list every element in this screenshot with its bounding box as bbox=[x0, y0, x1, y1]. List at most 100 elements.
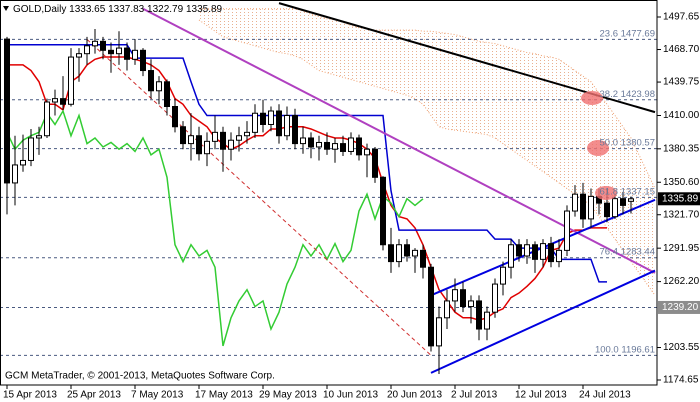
candle-body bbox=[556, 249, 562, 263]
candle-body bbox=[548, 243, 554, 263]
y-tick-label: 1497.65 bbox=[663, 12, 700, 23]
candle-body bbox=[20, 159, 26, 166]
candle-body bbox=[436, 317, 442, 347]
candle-body bbox=[564, 210, 570, 251]
candle-body bbox=[108, 49, 114, 55]
cloud-edge bbox=[199, 8, 656, 189]
current-price-box bbox=[658, 192, 700, 206]
candle-body bbox=[380, 176, 386, 246]
candle-body bbox=[308, 137, 314, 148]
candle-body bbox=[532, 244, 538, 260]
candle-body bbox=[220, 131, 226, 150]
candle-body bbox=[36, 135, 42, 139]
candle-body bbox=[508, 244, 514, 268]
candle-body bbox=[452, 289, 458, 302]
indicator-line bbox=[7, 56, 607, 321]
y-tick-label: 1291.95 bbox=[663, 243, 700, 254]
x-tick-label: 12 Jul 2013 bbox=[515, 390, 567, 401]
candle-body bbox=[300, 137, 306, 145]
x-tick-label: 29 May 2013 bbox=[259, 390, 317, 401]
indicator-line bbox=[6, 109, 424, 347]
candle-body bbox=[68, 56, 74, 105]
candle-body bbox=[164, 81, 170, 108]
candle-body bbox=[500, 266, 506, 285]
candle-body bbox=[316, 141, 322, 148]
x-tick-label: 17 May 2013 bbox=[195, 390, 253, 401]
x-tick-label: 25 Apr 2013 bbox=[67, 390, 121, 401]
candle-body bbox=[540, 243, 546, 260]
fib-ratio: 23.6 bbox=[600, 28, 619, 39]
candle-body bbox=[116, 47, 122, 55]
x-tick-label: 20 Jun 2013 bbox=[387, 390, 442, 401]
trendline bbox=[86, 39, 432, 356]
y-tick-label: 1350.60 bbox=[663, 177, 700, 188]
candle-body bbox=[12, 164, 18, 184]
candle-body bbox=[212, 131, 218, 142]
candle-body bbox=[468, 300, 474, 308]
candle-body bbox=[196, 135, 202, 155]
candle-body bbox=[4, 38, 10, 184]
candle-body bbox=[516, 244, 522, 257]
candle-body bbox=[124, 47, 130, 60]
fib-price: 1477.69 bbox=[621, 28, 655, 39]
candle-body bbox=[204, 140, 210, 155]
fib-label: 38.2 1423.98 bbox=[600, 88, 655, 99]
candle-body bbox=[460, 289, 466, 308]
x-tick-label: 15 Apr 2013 bbox=[3, 390, 57, 401]
candle-body bbox=[44, 101, 50, 137]
y-tick-label: 1203.55 bbox=[663, 342, 700, 353]
candle-body bbox=[492, 283, 498, 313]
highlight-marker bbox=[587, 140, 609, 156]
candle-body bbox=[524, 244, 530, 257]
candle-body bbox=[252, 112, 258, 133]
y-tick-label: 1321.70 bbox=[663, 209, 700, 220]
x-tick-label: 10 Jun 2013 bbox=[323, 390, 378, 401]
y-tick-label: 1262.20 bbox=[663, 276, 700, 287]
y-tick-label: 1174.65 bbox=[663, 375, 699, 386]
candle-body bbox=[140, 49, 146, 72]
fib-ratio: 100.0 bbox=[595, 344, 619, 355]
candle-body bbox=[372, 148, 378, 178]
low-value: 1322.79 bbox=[147, 4, 184, 15]
fib-ratio: 76.4 bbox=[600, 246, 619, 257]
candle-body bbox=[244, 131, 250, 137]
open-value: 1333.65 bbox=[69, 4, 106, 15]
x-tick-label: 24 Jul 2013 bbox=[579, 390, 631, 401]
fib-price: 1196.61 bbox=[621, 344, 655, 355]
candle-body bbox=[628, 198, 634, 202]
candle-body bbox=[428, 266, 434, 347]
candle-body bbox=[132, 49, 138, 60]
candle-body bbox=[268, 110, 274, 125]
fib-price: 1337.15 bbox=[621, 186, 655, 197]
fib-label: 76.4 1283.44 bbox=[600, 246, 655, 257]
trendline bbox=[430, 269, 656, 374]
candle-body bbox=[284, 114, 290, 137]
candle-body bbox=[404, 244, 410, 257]
candle-body bbox=[172, 106, 178, 128]
candle-body bbox=[324, 141, 330, 150]
symbol: GOLD,Daily bbox=[13, 4, 66, 15]
fib-price: 1380.57 bbox=[621, 137, 655, 148]
candle-body bbox=[92, 40, 98, 47]
candle-body bbox=[388, 244, 394, 263]
candle-body bbox=[28, 137, 34, 161]
candle-body bbox=[292, 114, 298, 145]
candle-body bbox=[52, 98, 58, 103]
close-value: 1335.89 bbox=[186, 4, 223, 15]
fib-ratio: 50.0 bbox=[600, 137, 619, 148]
fib-label: 23.6 1477.69 bbox=[600, 28, 655, 39]
y-tick-label: 1380.35 bbox=[663, 143, 700, 154]
candle-body bbox=[620, 198, 626, 206]
candle-body bbox=[396, 244, 402, 263]
fib-price: 1283.44 bbox=[621, 246, 655, 257]
current-price-label: 1335.89 bbox=[662, 193, 699, 204]
fib-label: 50.0 1380.57 bbox=[600, 137, 655, 148]
candle-body bbox=[580, 193, 586, 220]
candle-body bbox=[84, 45, 90, 55]
candle-body bbox=[76, 53, 82, 58]
x-tick-label: 2 Jul 2013 bbox=[451, 390, 498, 401]
price-line-box bbox=[658, 300, 700, 314]
candle-body bbox=[412, 249, 418, 257]
candle-body bbox=[364, 148, 370, 156]
